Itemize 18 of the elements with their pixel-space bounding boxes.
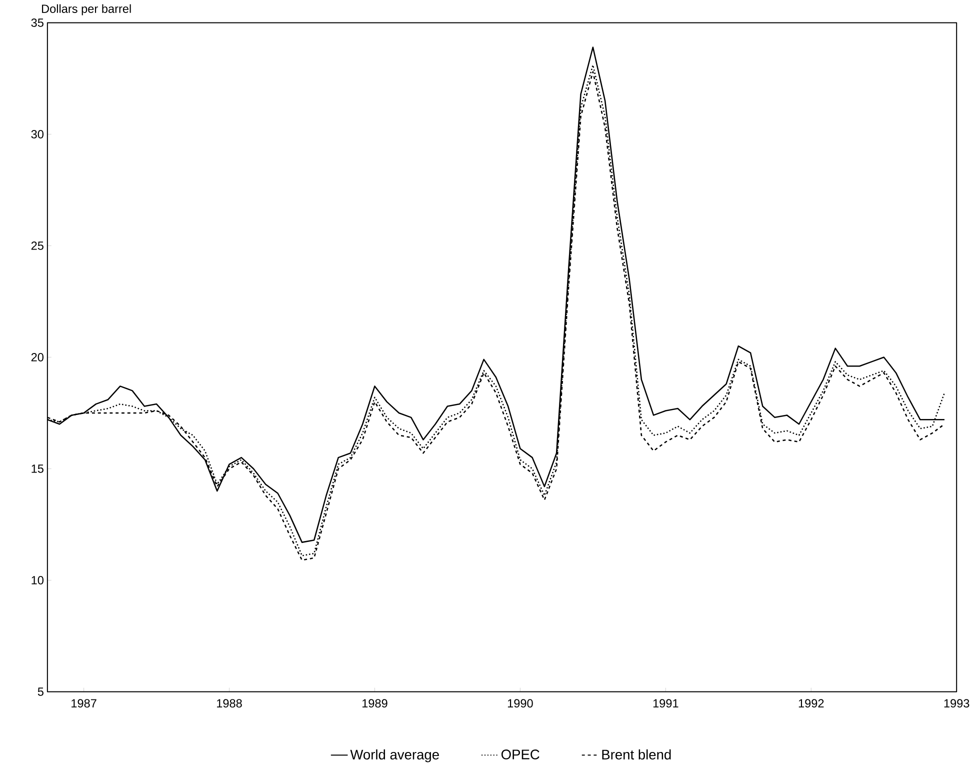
x-tick-label: 1987 [72,699,96,708]
x-tick-label: 1993 [944,699,970,708]
legend-label: OPEC [501,750,540,760]
y-tick-label: 5 [38,688,44,696]
y-tick-label: 20 [31,353,44,362]
x-tick-label: 1989 [362,699,388,708]
x-tick-label: 1988 [217,699,242,708]
x-tick-label: 1992 [798,699,824,708]
y-tick-label: 15 [32,464,44,473]
y-tick-label: 35 [31,18,44,27]
legend-label: World average [350,749,439,762]
y-tick-label: 10 [32,576,44,584]
y-axis-title: Dollars per barrel [42,4,131,16]
y-tick-label: 25 [31,242,44,250]
y-tick-label: 30 [31,130,44,138]
legend-label: Brent blend [602,749,671,760]
x-tick-label: 1991 [653,699,678,708]
x-tick-label: 1990 [508,699,533,708]
